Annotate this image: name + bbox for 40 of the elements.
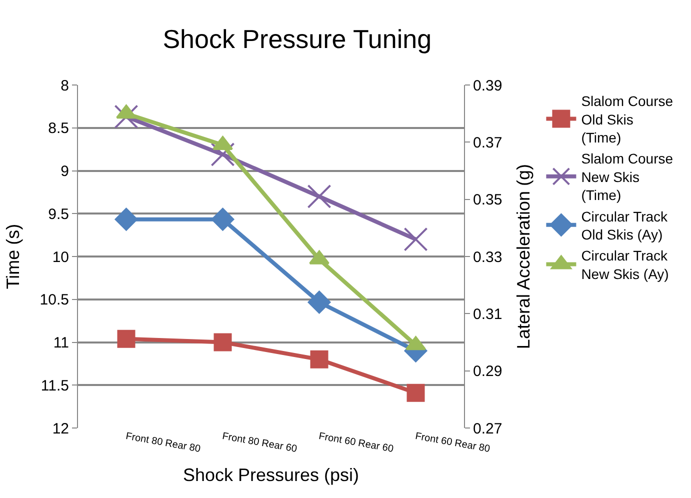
- point: [406, 384, 425, 402]
- y-tick-label: 12: [52, 420, 69, 438]
- point: [117, 330, 136, 348]
- y2-tick-label: 0.31: [473, 306, 502, 323]
- y-tick-label: 8.5: [48, 120, 69, 138]
- point: [310, 350, 328, 368]
- point: [116, 104, 136, 119]
- point: [214, 333, 232, 352]
- y-tick-label: 10.5: [40, 292, 69, 309]
- legend-label: Circular Track Old Skis (Ay): [581, 208, 669, 242]
- legend-label: Slalom Course Old Skis (Time): [581, 93, 674, 146]
- point: [309, 250, 330, 264]
- point: [211, 208, 234, 231]
- point: [308, 290, 331, 314]
- point: [404, 227, 428, 252]
- y-tick-label: 11.5: [40, 377, 69, 394]
- legend-label: Slalom Course New Skis (Time): [581, 150, 674, 204]
- y2-tick-label: 0.33: [473, 248, 502, 266]
- point: [114, 208, 138, 231]
- x-axis-title: Shock Pressures (psi): [182, 465, 360, 486]
- y-tick-label: 9: [60, 163, 69, 180]
- x-tick-label: Front 80 Rear 80: [124, 431, 202, 456]
- y-tick-label: 8: [60, 77, 69, 94]
- y2-tick-label: 0.37: [473, 134, 502, 152]
- y2-tick-label: 0.27: [473, 420, 502, 438]
- y-tick-label: 11: [53, 334, 69, 352]
- legend-label: Circular Track New Skis (Ay): [581, 248, 669, 282]
- y2-tick-label: 0.35: [473, 192, 502, 209]
- y-tick-label: 10: [52, 248, 69, 266]
- y2-tick-label: 0.39: [473, 77, 502, 94]
- y-axis-title: Time (s): [2, 224, 23, 290]
- x-tick-label: Front 80 Rear 60: [221, 431, 298, 456]
- y-tick-label: 9.5: [48, 206, 69, 223]
- x-tick-label: Front 60 Rear 60: [318, 431, 395, 456]
- y2-axis-title: Lateral Acceleration (g): [513, 164, 534, 350]
- y2-tick-label: 0.29: [473, 363, 502, 380]
- chart-title: Shock Pressure Tuning: [162, 24, 432, 54]
- point: [210, 142, 235, 166]
- point: [212, 136, 233, 150]
- point: [307, 184, 332, 208]
